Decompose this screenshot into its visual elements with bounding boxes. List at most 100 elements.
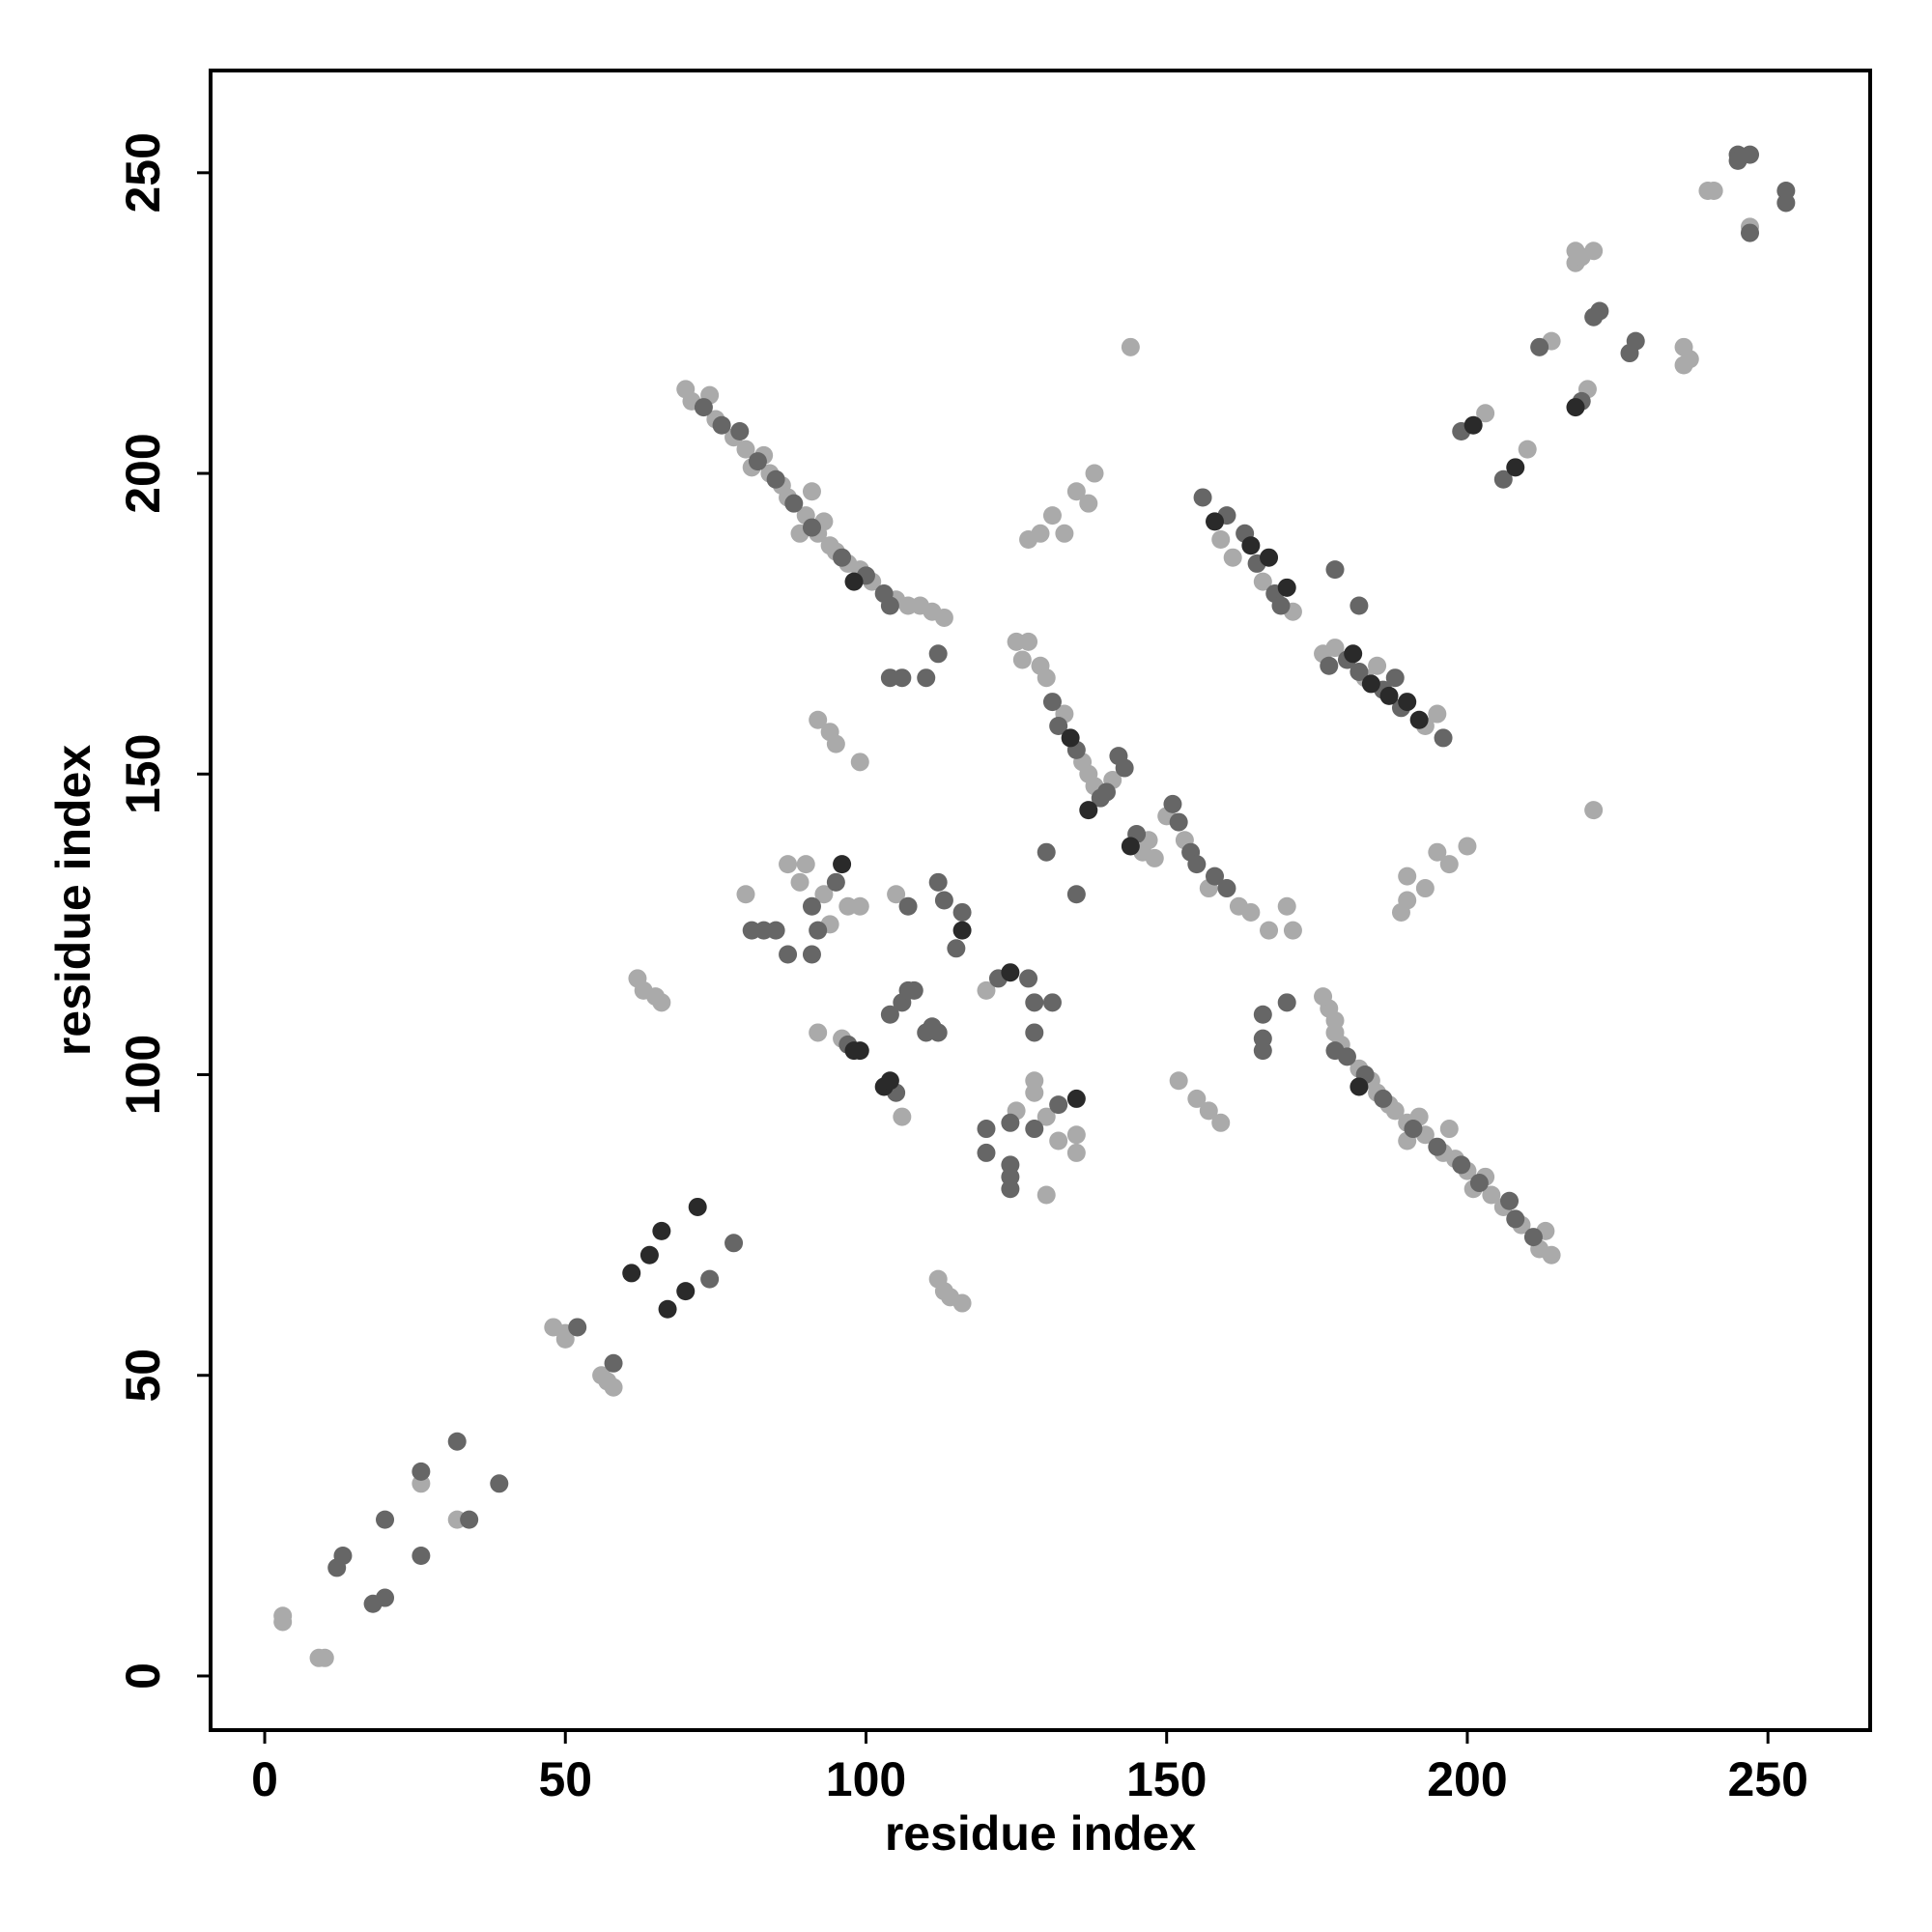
contact-point <box>1121 837 1140 856</box>
contact-point <box>880 596 899 615</box>
contact-point <box>904 980 923 1000</box>
contact-point <box>1314 987 1333 1007</box>
contact-point <box>934 608 953 627</box>
contact-point <box>814 885 834 904</box>
contact-point <box>1001 1113 1020 1132</box>
contact-point <box>1361 674 1380 694</box>
contact-point <box>790 872 810 892</box>
contact-point <box>1428 842 1447 862</box>
contact-point <box>315 1648 334 1667</box>
contact-point <box>1145 848 1164 867</box>
contact-point <box>1193 488 1212 507</box>
contact-point <box>1241 902 1261 922</box>
y-tick-label: 200 <box>116 433 170 513</box>
contact-point <box>688 1197 707 1216</box>
contact-point <box>977 1143 996 1162</box>
contact-point <box>917 668 936 688</box>
contact-point <box>1055 524 1074 543</box>
contact-point <box>1025 1023 1044 1042</box>
contact-point <box>1530 337 1549 356</box>
contact-point <box>1042 506 1062 526</box>
contact-point <box>376 1588 395 1607</box>
contact-point <box>1434 728 1453 748</box>
contact-point <box>1223 548 1242 567</box>
x-tick-label: 250 <box>1727 1752 1807 1806</box>
contact-point <box>1025 993 1044 1012</box>
contact-point <box>1260 921 1279 940</box>
contact-point <box>1066 885 1086 904</box>
contact-point <box>1741 223 1760 242</box>
contact-point <box>1066 1125 1086 1145</box>
contact-point <box>1042 693 1062 712</box>
contact-point <box>1439 855 1459 874</box>
contact-point <box>844 572 864 591</box>
contact-point <box>1121 337 1140 356</box>
contact-point <box>779 945 798 964</box>
contact-point <box>712 415 731 435</box>
y-tick-label: 0 <box>116 1662 170 1690</box>
contact-point <box>1469 1174 1489 1193</box>
contact-point <box>730 421 750 440</box>
contact-point <box>1037 1107 1056 1126</box>
contact-point <box>850 896 869 916</box>
contact-point <box>694 398 713 417</box>
contact-point <box>1428 704 1447 724</box>
contact-point <box>1253 572 1272 591</box>
contact-point <box>1253 1029 1272 1048</box>
contact-point <box>1584 307 1604 327</box>
plot-frame <box>209 69 1872 1732</box>
contact-point <box>1025 1120 1044 1139</box>
contact-point <box>1066 482 1086 501</box>
contact-point <box>1463 415 1483 435</box>
contact-point <box>447 1432 467 1451</box>
contact-point <box>1079 494 1098 513</box>
contact-point <box>1025 1071 1044 1091</box>
contact-point <box>880 1005 899 1024</box>
contact-point <box>1350 662 1369 681</box>
contact-point <box>1776 193 1796 213</box>
contact-point <box>1037 842 1056 862</box>
contact-point <box>1398 693 1417 712</box>
contact-point <box>1271 596 1291 615</box>
contact-point <box>1476 404 1495 423</box>
contact-point <box>802 896 821 916</box>
contact-point <box>1409 710 1429 729</box>
contact-point <box>1350 1077 1369 1096</box>
contact-point <box>880 1071 899 1091</box>
contact-point <box>850 753 869 772</box>
contact-point <box>826 872 845 892</box>
contact-point <box>1241 536 1261 555</box>
contact-point <box>766 921 785 940</box>
contact-point <box>1620 344 1639 363</box>
contact-point <box>1115 758 1134 778</box>
contact-point <box>658 1299 677 1319</box>
contact-point <box>1277 993 1296 1012</box>
contact-point <box>1452 1155 1471 1175</box>
contact-point <box>490 1474 509 1493</box>
contact-point <box>1277 896 1296 916</box>
x-tick-label: 50 <box>538 1752 592 1806</box>
y-tick-label: 150 <box>116 734 170 814</box>
x-tick-label: 0 <box>251 1752 278 1806</box>
contact-point <box>1260 548 1279 567</box>
contact-point <box>604 1353 623 1373</box>
contact-point <box>887 885 906 904</box>
contact-point <box>1325 560 1345 580</box>
contact-point <box>1428 1137 1447 1156</box>
contact-point <box>1019 969 1038 988</box>
contact-point <box>1253 1005 1272 1024</box>
y-tick-label: 250 <box>116 132 170 213</box>
contact-point <box>928 644 948 664</box>
contact-point <box>1482 1185 1501 1205</box>
contact-point <box>1283 921 1302 940</box>
contact-point <box>412 1546 431 1565</box>
contact-point <box>598 1372 617 1391</box>
contact-point <box>1211 530 1231 550</box>
contact-point <box>977 980 996 1000</box>
contact-point <box>1518 440 1537 459</box>
contact-point <box>1344 644 1363 664</box>
contact-point <box>928 1269 948 1289</box>
contact-point <box>947 939 966 958</box>
contact-point <box>796 855 815 874</box>
x-tick-label: 200 <box>1427 1752 1507 1806</box>
